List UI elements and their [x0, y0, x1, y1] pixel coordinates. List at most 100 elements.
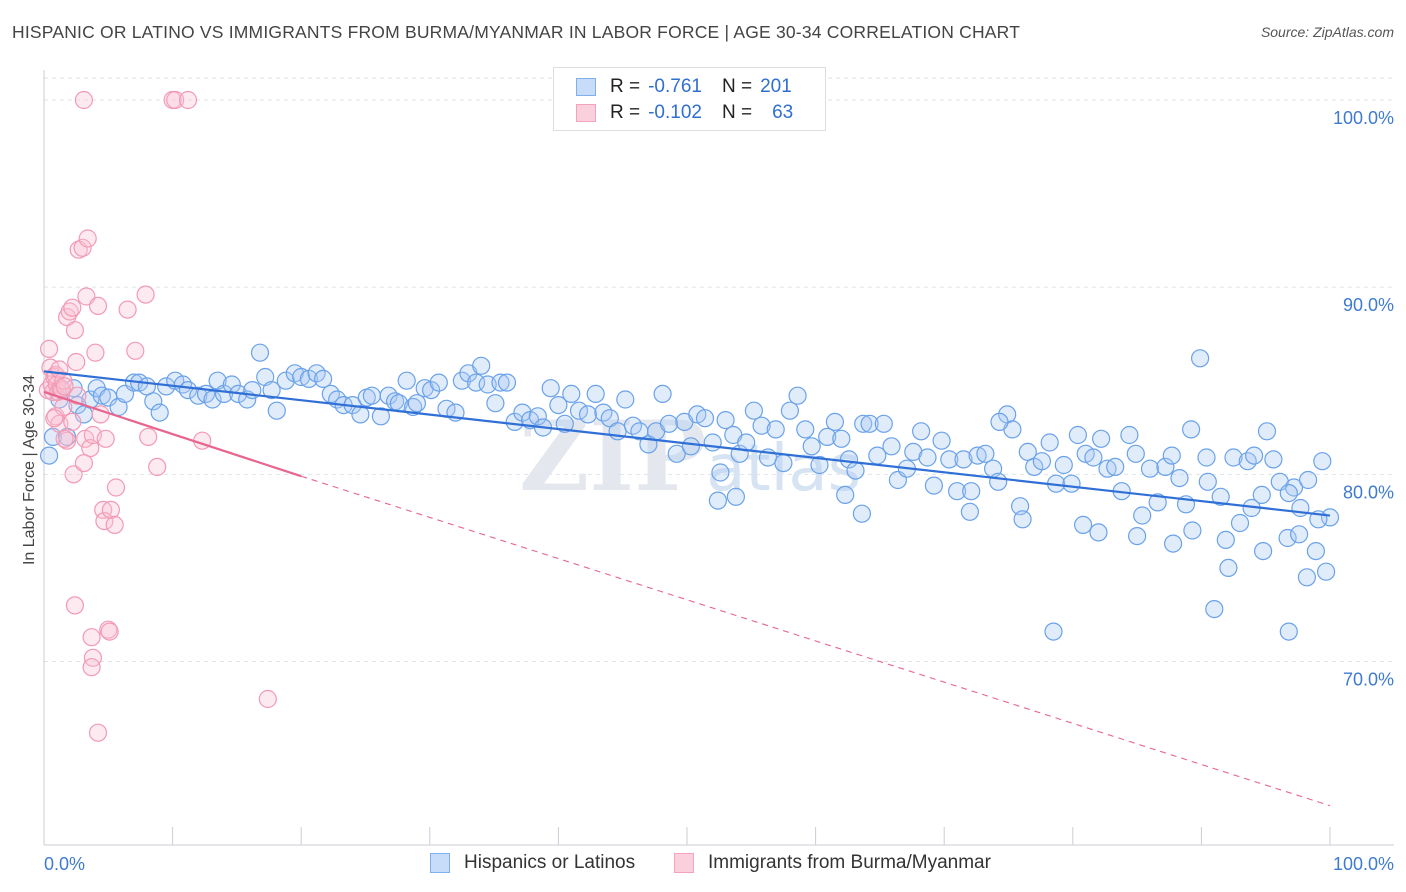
hispanics-point [802, 437, 821, 456]
hispanics-point [766, 420, 785, 439]
hispanics-point [555, 414, 574, 433]
legend-swatch-burma [674, 853, 694, 873]
hispanics-point [541, 379, 560, 398]
hispanics-point [1133, 506, 1152, 525]
trend-lines [43, 370, 1331, 807]
hispanics-point [578, 405, 598, 424]
burma-point [64, 465, 83, 484]
hispanics-point [1140, 459, 1160, 478]
swatch-burma [576, 104, 596, 122]
burma-point [57, 431, 77, 450]
hispanics-point [422, 381, 441, 400]
hispanics-point [1216, 530, 1235, 550]
legend-label-hispanics: Hispanics or Latinos [464, 852, 636, 873]
burma-point [178, 90, 198, 110]
hispanics-point [882, 437, 901, 456]
trend-line-hispanics [43, 370, 1331, 517]
legend-item-hispanics[interactable]: Hispanics or Latinos [430, 852, 635, 874]
burma-point [39, 339, 59, 358]
hispanics-point [407, 394, 426, 413]
hispanics-point [1306, 541, 1326, 561]
burma-point [139, 427, 158, 446]
hispanics-point [267, 401, 286, 420]
hispanics-point [1289, 525, 1309, 544]
swatch-hispanics [576, 78, 596, 96]
hispanics-point [1018, 442, 1037, 461]
hispanics-point [262, 381, 281, 400]
hispanics-point [1244, 446, 1264, 465]
hispanics-point [1040, 433, 1059, 452]
hispanics-point [810, 455, 829, 475]
axes [43, 70, 1394, 846]
burma-point [65, 596, 85, 615]
stats-row-hispanics: R = -0.761 N = 201 [576, 75, 792, 99]
hispanics-point [371, 407, 390, 426]
hispanics-point [497, 373, 517, 392]
series-burma-points [38, 90, 277, 742]
series-hispanics-points [39, 343, 1340, 641]
x-tick-label: 100.0% [1333, 854, 1394, 874]
hispanics-point [780, 401, 800, 420]
hispanics-point [505, 412, 524, 431]
burma-point [166, 90, 185, 110]
hispanics-point [711, 463, 730, 482]
burma-point [136, 285, 155, 304]
burma-point [67, 352, 86, 372]
y-tick-label: 80.0% [1343, 482, 1394, 502]
hispanics-point [703, 433, 722, 452]
burma-point [118, 300, 137, 319]
hispanics-point [1320, 508, 1340, 527]
hispanics-point [1279, 484, 1298, 503]
hispanics-point [1183, 521, 1202, 540]
hispanics-point [825, 412, 845, 431]
hispanics-point [752, 416, 771, 435]
burma-point [74, 90, 94, 110]
legend-item-burma[interactable]: Immigrants from Burma/Myanmar [674, 852, 991, 874]
hispanics-point [616, 390, 635, 409]
stats-row-burma: R = -0.102 N = 63 [576, 101, 793, 125]
burma-point [88, 723, 108, 742]
hispanics-point [947, 482, 967, 501]
hispanics-point [1190, 349, 1210, 368]
hispanics-point [1181, 420, 1201, 439]
hispanics-point [976, 444, 995, 463]
burma-point [78, 229, 97, 248]
hispanics-point [569, 401, 589, 420]
hispanics-point [1257, 422, 1277, 441]
hispanics-point [659, 414, 679, 433]
hispanics-point [1148, 493, 1167, 512]
hispanics-point [667, 444, 686, 463]
hispanics-point [774, 454, 793, 473]
hispanics-point [744, 401, 764, 420]
hispanics-point [189, 386, 208, 405]
burma-point [106, 478, 126, 497]
hispanics-point [1253, 541, 1273, 561]
r-value: -0.102 [648, 102, 702, 123]
hispanics-point [452, 371, 471, 390]
hispanics-point [178, 381, 198, 400]
hispanics-point [860, 414, 879, 433]
burma-point [63, 298, 82, 317]
hispanics-point [1120, 425, 1139, 445]
hispanics-point [695, 409, 715, 428]
burma-point [65, 321, 85, 340]
hispanics-point [1098, 459, 1117, 478]
hispanics-point [1127, 526, 1147, 546]
hispanics-point [1279, 622, 1298, 641]
hispanics-point [716, 411, 735, 430]
hispanics-point [874, 414, 893, 433]
hispanics-point [1126, 444, 1145, 463]
hispanics-point [846, 461, 865, 480]
hispanics-point [1062, 474, 1081, 493]
hispanics-point [1278, 528, 1297, 548]
hispanics-point [528, 407, 547, 426]
n-value: 63 [772, 102, 794, 123]
hispanics-point [1163, 534, 1183, 553]
gridlines [44, 77, 1394, 663]
hispanics-point [1198, 472, 1217, 491]
burma-point [100, 622, 119, 641]
hispanics-point [1091, 429, 1111, 448]
x-tick-label: 0.0% [44, 854, 85, 874]
hispanics-point [989, 472, 1008, 491]
burma-point [68, 386, 87, 405]
